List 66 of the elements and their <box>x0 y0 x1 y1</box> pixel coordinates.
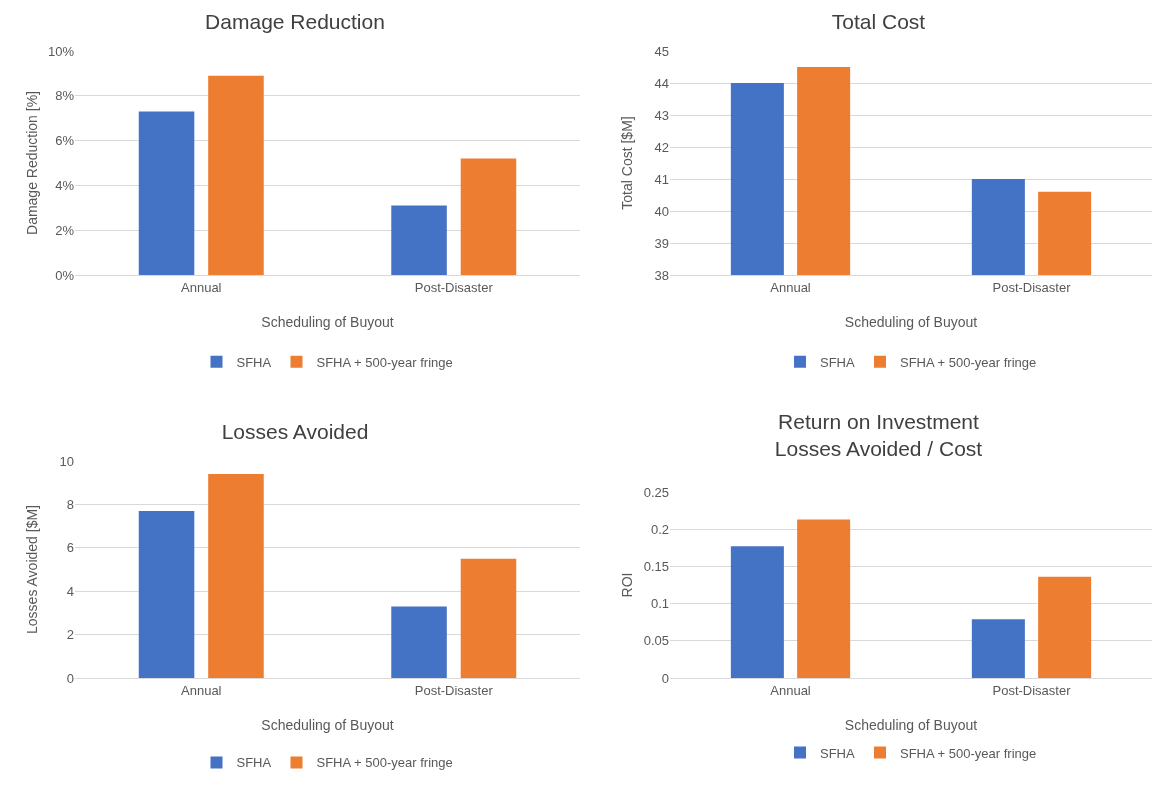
x-tick-label: Post-Disaster <box>414 279 494 295</box>
y-tick-label: 10 <box>59 453 74 469</box>
x-tick-label: Annual <box>181 682 222 698</box>
x-axis-title: Scheduling of Buyout <box>844 314 978 330</box>
y-axis-title: Losses Avoided [$M] <box>24 505 40 634</box>
legend-label: SFHA <box>236 354 272 370</box>
x-axis-title: Scheduling of Buyout <box>261 314 394 330</box>
y-tick-label: 2 <box>66 627 74 643</box>
bar <box>391 606 447 678</box>
y-tick-label: 4 <box>66 583 74 599</box>
legend-label: SFHA + 500-year fringe <box>900 745 1037 761</box>
bar <box>138 111 195 275</box>
bar <box>138 510 195 678</box>
y-tick-label: 0.2 <box>650 521 669 537</box>
x-axis-title: Scheduling of Buyout <box>261 717 394 733</box>
y-tick-label: 42 <box>654 139 669 155</box>
x-axis-title: Scheduling of Buyout <box>844 717 978 733</box>
y-tick-label: 6 <box>66 540 74 556</box>
bar <box>971 619 1025 678</box>
y-tick-label: 0 <box>661 670 669 686</box>
bar <box>208 75 264 275</box>
x-tick-label: Annual <box>770 682 811 698</box>
y-tick-label: 41 <box>654 171 669 187</box>
y-tick-label: 45 <box>654 43 669 59</box>
legend-label: SFHA + 500-year fringe <box>316 354 453 370</box>
legend-label: SFHA + 500-year fringe <box>900 354 1037 370</box>
y-tick-label: 6% <box>55 133 75 149</box>
x-tick-label: Post-Disaster <box>414 682 494 698</box>
y-tick-label: 0.1 <box>650 596 669 612</box>
y-tick-label: 0.25 <box>643 484 669 500</box>
x-tick-label: Post-Disaster <box>992 279 1072 295</box>
bar <box>730 546 784 678</box>
y-tick-label: 0% <box>55 267 75 283</box>
legend-label: SFHA + 500-year fringe <box>316 755 453 771</box>
y-tick-label: 39 <box>654 235 669 251</box>
x-tick-label: Annual <box>770 279 811 295</box>
y-tick-label: 2% <box>55 222 75 238</box>
y-tick-label: 10% <box>47 43 75 59</box>
y-tick-label: 0.05 <box>643 633 669 649</box>
y-axis-title: Total Cost [$M] <box>619 116 635 210</box>
legend-label: SFHA <box>820 354 855 370</box>
y-tick-label: 38 <box>654 267 669 283</box>
y-tick-label: 8% <box>55 88 75 104</box>
chart-title: Total Cost <box>831 9 926 33</box>
bar <box>460 158 517 275</box>
bar <box>1038 576 1092 678</box>
legend-label: SFHA <box>820 745 855 761</box>
y-axis-title: Damage Reduction [%] <box>24 91 40 235</box>
y-tick-label: 44 <box>654 75 669 91</box>
y-tick-label: 8 <box>66 496 74 512</box>
y-axis-title: ROI <box>619 572 635 598</box>
bar <box>391 205 447 275</box>
bar <box>208 474 264 678</box>
bar <box>460 558 517 678</box>
x-tick-label: Annual <box>181 279 222 295</box>
y-tick-label: 40 <box>654 203 669 219</box>
x-tick-label: Post-Disaster <box>992 682 1072 698</box>
chart-title: Damage Reduction <box>205 9 385 33</box>
chart-title: Return on Investment Losses Avoided / Cost <box>774 410 983 461</box>
chart-title: Losses Avoided <box>221 419 369 443</box>
y-tick-label: 0.15 <box>643 558 669 574</box>
bar <box>797 519 851 678</box>
y-tick-label: 0 <box>66 670 74 686</box>
y-tick-label: 43 <box>654 107 669 123</box>
legend-label: SFHA <box>236 755 272 771</box>
y-tick-label: 4% <box>55 177 75 193</box>
